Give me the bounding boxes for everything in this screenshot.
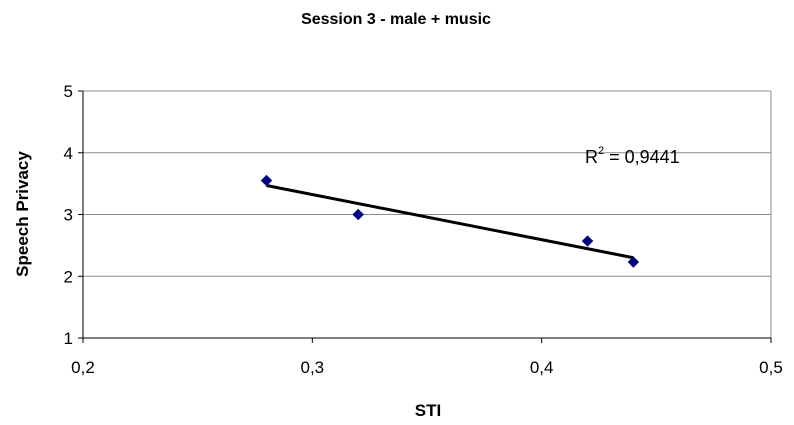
trendline [266, 184, 634, 260]
chart-title: Session 3 - male + music [301, 11, 491, 28]
y-tick-label: 3 [64, 206, 73, 225]
data-points [260, 174, 640, 268]
y-tick-label: 2 [64, 267, 73, 286]
data-point [352, 208, 364, 221]
data-point [627, 256, 640, 268]
y-axis-label: Speech Privacy [13, 151, 32, 277]
axes [78, 90, 772, 343]
y-tick-label: 4 [64, 144, 73, 163]
y-tick-label: 1 [64, 329, 73, 348]
data-point [260, 174, 273, 187]
x-tick-label: 0,4 [530, 358, 554, 377]
x-tick-label: 0,2 [71, 358, 95, 377]
x-tick-label: 0,5 [759, 358, 783, 377]
tick-labels: 1 2 3 4 5 0,2 0,3 0,4 0,5 [64, 82, 783, 377]
y-tick-label: 5 [64, 82, 73, 101]
gridlines [83, 90, 772, 338]
x-tick-label: 0,3 [301, 358, 325, 377]
data-point [581, 235, 594, 247]
x-axis-label: STI [415, 401, 441, 420]
trendline-segment [266, 184, 634, 260]
plot-area: 1 2 3 4 5 0,2 0,3 0,4 0,5 [64, 82, 783, 377]
r-squared-annotation: R2 = 0,9441 [585, 145, 680, 167]
